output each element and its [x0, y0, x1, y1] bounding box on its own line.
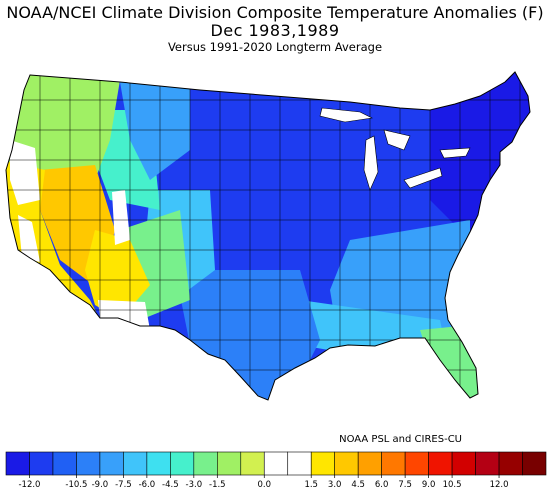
us-outline [5, 71, 531, 401]
colorbar-tick-label: -1.5 [209, 480, 226, 490]
colorbar-bin [52, 451, 77, 476]
colorbar-bin [5, 451, 30, 476]
colorbar-bin [287, 451, 312, 476]
colorbar-tick-label: -3.0 [186, 480, 203, 490]
colorbar-bin [193, 451, 218, 476]
colorbar-tick-label: -10.5 [65, 480, 87, 490]
colorbar-bin [76, 451, 101, 476]
colorbar-tick-label: 9.0 [422, 480, 436, 490]
region-southwest [85, 230, 150, 320]
colorbar-bin [29, 451, 54, 476]
colorbar-bin [451, 451, 476, 476]
colorbar-tick-label: -7.5 [115, 480, 132, 490]
colorbar-tick-label: -4.5 [162, 480, 179, 490]
region-texas [175, 270, 320, 400]
colorbar-bin [498, 451, 523, 476]
colorbar-tick-label: 3.0 [328, 480, 342, 490]
colorbar-tick-label: -6.0 [139, 480, 156, 490]
colorbar-bin [217, 451, 242, 476]
colorbar-tick-label: 6.0 [375, 480, 389, 490]
colorbar-tick-label: 10.5 [443, 480, 462, 490]
colorbar-bin [263, 451, 289, 476]
colorbar-bin [240, 451, 265, 476]
colorbar-tick-label: 7.5 [398, 480, 412, 490]
map-title: NOAA/NCEI Climate Division Composite Tem… [6, 3, 544, 22]
colorbar-bin [123, 451, 148, 476]
colorbar-bin [170, 451, 195, 476]
colorbar-tick-label: 0.0 [257, 480, 271, 490]
colorbar-bin [357, 451, 382, 476]
map-subtitle: Dec 1983,1989 [210, 21, 340, 40]
colorbar-tick-label: -12.0 [18, 480, 40, 490]
colorbar-bin [428, 451, 453, 476]
map-caption: Versus 1991-2020 Longterm Average [167, 40, 383, 54]
colorbar-bin [381, 451, 406, 476]
region-northern-rockies [120, 82, 190, 180]
colorbar-bin [310, 451, 335, 476]
colorbar-bin [99, 451, 124, 476]
colorbar-tick-label: 1.5 [304, 480, 318, 490]
colorbar-tick-label: 12.0 [490, 480, 509, 490]
colorbar-bin [475, 451, 500, 476]
colorbar-bin [522, 451, 547, 476]
colorbar-bin [334, 451, 359, 476]
credit-text: NOAA PSL and CIRES-CU [339, 434, 462, 445]
colorbar-bin [146, 451, 171, 476]
colorbar-tick-label: -9.0 [92, 480, 109, 490]
colorbar-bin [404, 451, 429, 476]
colorbar-tick-label: 4.5 [351, 480, 365, 490]
